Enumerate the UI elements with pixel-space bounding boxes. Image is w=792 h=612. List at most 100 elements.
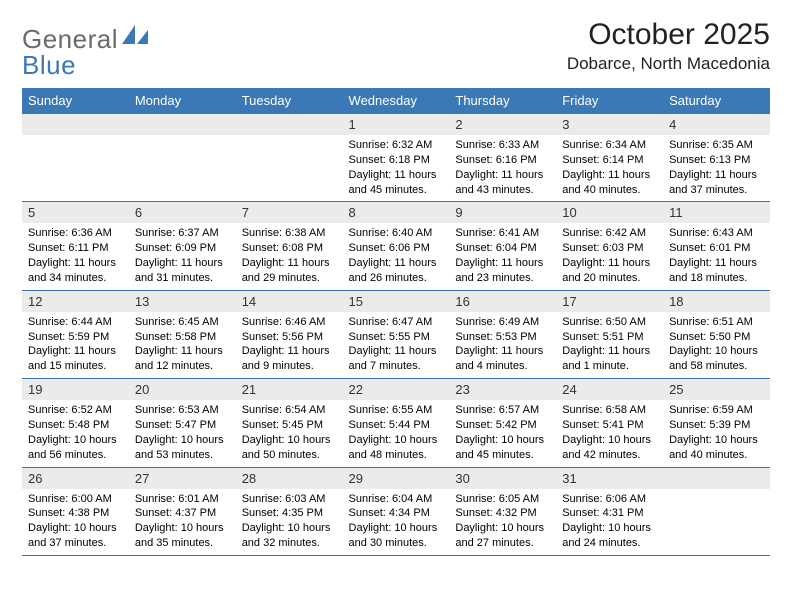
day-number: 29: [343, 468, 450, 489]
day-header: Monday: [129, 88, 236, 114]
calendar-cell: 2Sunrise: 6:33 AMSunset: 6:16 PMDaylight…: [449, 114, 556, 202]
calendar-cell: 1Sunrise: 6:32 AMSunset: 6:18 PMDaylight…: [343, 114, 450, 202]
calendar-cell: 25Sunrise: 6:59 AMSunset: 5:39 PMDayligh…: [663, 379, 770, 467]
day-header: Friday: [556, 88, 663, 114]
logo-sail-icon: [122, 24, 150, 51]
day-number: 17: [556, 291, 663, 312]
day-number: 31: [556, 468, 663, 489]
day-number: 11: [663, 202, 770, 223]
day-body: Sunrise: 6:33 AMSunset: 6:16 PMDaylight:…: [449, 135, 556, 201]
day-number: 13: [129, 291, 236, 312]
calendar-cell: 14Sunrise: 6:46 AMSunset: 5:56 PMDayligh…: [236, 290, 343, 378]
day-body: Sunrise: 6:38 AMSunset: 6:08 PMDaylight:…: [236, 223, 343, 289]
calendar-cell: 6Sunrise: 6:37 AMSunset: 6:09 PMDaylight…: [129, 202, 236, 290]
day-body: Sunrise: 6:00 AMSunset: 4:38 PMDaylight:…: [22, 489, 129, 555]
day-header: Wednesday: [343, 88, 450, 114]
calendar-cell: 11Sunrise: 6:43 AMSunset: 6:01 PMDayligh…: [663, 202, 770, 290]
day-number: 26: [22, 468, 129, 489]
day-body: Sunrise: 6:49 AMSunset: 5:53 PMDaylight:…: [449, 312, 556, 378]
day-body: Sunrise: 6:46 AMSunset: 5:56 PMDaylight:…: [236, 312, 343, 378]
day-body: Sunrise: 6:59 AMSunset: 5:39 PMDaylight:…: [663, 400, 770, 466]
day-number: 22: [343, 379, 450, 400]
day-number: 10: [556, 202, 663, 223]
logo-sub: Blue: [22, 50, 76, 81]
calendar-cell: 13Sunrise: 6:45 AMSunset: 5:58 PMDayligh…: [129, 290, 236, 378]
day-body: Sunrise: 6:35 AMSunset: 6:13 PMDaylight:…: [663, 135, 770, 201]
calendar-cell: 8Sunrise: 6:40 AMSunset: 6:06 PMDaylight…: [343, 202, 450, 290]
day-header: Thursday: [449, 88, 556, 114]
calendar-cell: 7Sunrise: 6:38 AMSunset: 6:08 PMDaylight…: [236, 202, 343, 290]
day-body: Sunrise: 6:05 AMSunset: 4:32 PMDaylight:…: [449, 489, 556, 555]
calendar-week: 26Sunrise: 6:00 AMSunset: 4:38 PMDayligh…: [22, 467, 770, 555]
calendar-cell: 16Sunrise: 6:49 AMSunset: 5:53 PMDayligh…: [449, 290, 556, 378]
day-body: Sunrise: 6:34 AMSunset: 6:14 PMDaylight:…: [556, 135, 663, 201]
day-number: 8: [343, 202, 450, 223]
day-number: 12: [22, 291, 129, 312]
calendar-cell: 27Sunrise: 6:01 AMSunset: 4:37 PMDayligh…: [129, 467, 236, 555]
calendar-cell: 24Sunrise: 6:58 AMSunset: 5:41 PMDayligh…: [556, 379, 663, 467]
month-title: October 2025: [567, 18, 770, 52]
day-body: Sunrise: 6:57 AMSunset: 5:42 PMDaylight:…: [449, 400, 556, 466]
logo-text-blue: Blue: [22, 50, 76, 80]
day-body: Sunrise: 6:01 AMSunset: 4:37 PMDaylight:…: [129, 489, 236, 555]
calendar-cell: 10Sunrise: 6:42 AMSunset: 6:03 PMDayligh…: [556, 202, 663, 290]
calendar-week: 12Sunrise: 6:44 AMSunset: 5:59 PMDayligh…: [22, 290, 770, 378]
calendar-cell: [236, 114, 343, 202]
calendar-cell: 31Sunrise: 6:06 AMSunset: 4:31 PMDayligh…: [556, 467, 663, 555]
calendar-cell: 20Sunrise: 6:53 AMSunset: 5:47 PMDayligh…: [129, 379, 236, 467]
day-body: Sunrise: 6:58 AMSunset: 5:41 PMDaylight:…: [556, 400, 663, 466]
calendar-cell: 29Sunrise: 6:04 AMSunset: 4:34 PMDayligh…: [343, 467, 450, 555]
calendar-cell: 3Sunrise: 6:34 AMSunset: 6:14 PMDaylight…: [556, 114, 663, 202]
calendar-cell: 23Sunrise: 6:57 AMSunset: 5:42 PMDayligh…: [449, 379, 556, 467]
calendar-body: 1Sunrise: 6:32 AMSunset: 6:18 PMDaylight…: [22, 114, 770, 556]
day-number: 21: [236, 379, 343, 400]
calendar-cell: 15Sunrise: 6:47 AMSunset: 5:55 PMDayligh…: [343, 290, 450, 378]
calendar-cell: 5Sunrise: 6:36 AMSunset: 6:11 PMDaylight…: [22, 202, 129, 290]
calendar-cell: 21Sunrise: 6:54 AMSunset: 5:45 PMDayligh…: [236, 379, 343, 467]
calendar-cell: 12Sunrise: 6:44 AMSunset: 5:59 PMDayligh…: [22, 290, 129, 378]
day-body: Sunrise: 6:36 AMSunset: 6:11 PMDaylight:…: [22, 223, 129, 289]
day-header: Tuesday: [236, 88, 343, 114]
day-body: Sunrise: 6:52 AMSunset: 5:48 PMDaylight:…: [22, 400, 129, 466]
day-number: 7: [236, 202, 343, 223]
day-number: 19: [22, 379, 129, 400]
day-number: 25: [663, 379, 770, 400]
calendar-week: 1Sunrise: 6:32 AMSunset: 6:18 PMDaylight…: [22, 114, 770, 202]
calendar-cell: 30Sunrise: 6:05 AMSunset: 4:32 PMDayligh…: [449, 467, 556, 555]
title-block: October 2025 Dobarce, North Macedonia: [567, 18, 770, 74]
day-number: 14: [236, 291, 343, 312]
day-body: Sunrise: 6:41 AMSunset: 6:04 PMDaylight:…: [449, 223, 556, 289]
day-number: 2: [449, 114, 556, 135]
day-body: Sunrise: 6:47 AMSunset: 5:55 PMDaylight:…: [343, 312, 450, 378]
day-number: 18: [663, 291, 770, 312]
day-number: 9: [449, 202, 556, 223]
day-header: Saturday: [663, 88, 770, 114]
calendar-cell: [22, 114, 129, 202]
calendar-cell: 18Sunrise: 6:51 AMSunset: 5:50 PMDayligh…: [663, 290, 770, 378]
day-body: Sunrise: 6:06 AMSunset: 4:31 PMDaylight:…: [556, 489, 663, 555]
calendar-cell: 26Sunrise: 6:00 AMSunset: 4:38 PMDayligh…: [22, 467, 129, 555]
day-body: Sunrise: 6:32 AMSunset: 6:18 PMDaylight:…: [343, 135, 450, 201]
calendar-cell: 22Sunrise: 6:55 AMSunset: 5:44 PMDayligh…: [343, 379, 450, 467]
day-body: Sunrise: 6:44 AMSunset: 5:59 PMDaylight:…: [22, 312, 129, 378]
day-body: Sunrise: 6:45 AMSunset: 5:58 PMDaylight:…: [129, 312, 236, 378]
calendar-cell: 28Sunrise: 6:03 AMSunset: 4:35 PMDayligh…: [236, 467, 343, 555]
day-number: 27: [129, 468, 236, 489]
day-number: 1: [343, 114, 450, 135]
calendar-cell: [663, 467, 770, 555]
day-body: Sunrise: 6:43 AMSunset: 6:01 PMDaylight:…: [663, 223, 770, 289]
day-body: Sunrise: 6:37 AMSunset: 6:09 PMDaylight:…: [129, 223, 236, 289]
day-number: 3: [556, 114, 663, 135]
day-body: Sunrise: 6:50 AMSunset: 5:51 PMDaylight:…: [556, 312, 663, 378]
day-header-row: SundayMondayTuesdayWednesdayThursdayFrid…: [22, 88, 770, 114]
day-number: 6: [129, 202, 236, 223]
day-body: Sunrise: 6:54 AMSunset: 5:45 PMDaylight:…: [236, 400, 343, 466]
day-body: Sunrise: 6:40 AMSunset: 6:06 PMDaylight:…: [343, 223, 450, 289]
day-number: 4: [663, 114, 770, 135]
day-number: 5: [22, 202, 129, 223]
calendar-cell: [129, 114, 236, 202]
calendar-week: 5Sunrise: 6:36 AMSunset: 6:11 PMDaylight…: [22, 202, 770, 290]
calendar-table: SundayMondayTuesdayWednesdayThursdayFrid…: [22, 88, 770, 556]
calendar-cell: 9Sunrise: 6:41 AMSunset: 6:04 PMDaylight…: [449, 202, 556, 290]
day-header: Sunday: [22, 88, 129, 114]
